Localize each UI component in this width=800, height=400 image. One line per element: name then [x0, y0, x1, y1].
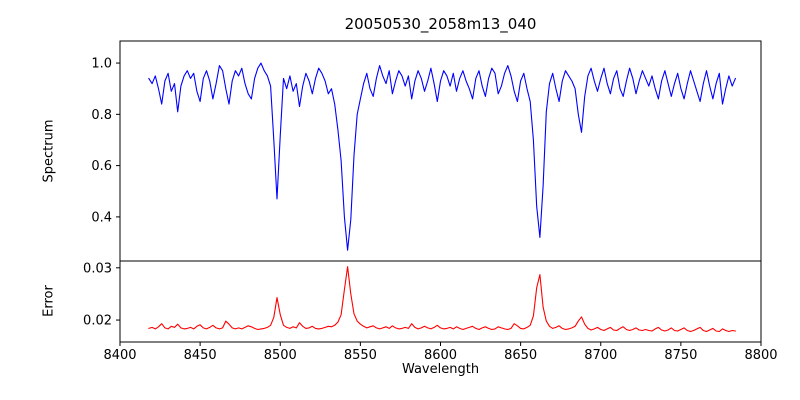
- y-tick-label: 1.0: [91, 57, 112, 72]
- error-line: [148, 266, 736, 333]
- x-tick-label: 8400: [103, 348, 136, 363]
- x-axis-label: Wavelength: [401, 362, 480, 377]
- x-tick-label: 8650: [504, 348, 537, 363]
- x-tick-label: 8800: [744, 348, 777, 363]
- x-tick-label: 8500: [264, 348, 297, 363]
- x-tick-label: 8750: [664, 348, 697, 363]
- y-tick-label: 0.03: [83, 261, 112, 276]
- x-tick-label: 8600: [424, 348, 457, 363]
- y-tick-label: 0.02: [83, 314, 112, 329]
- panel-border: [119, 260, 762, 343]
- y-tick-label: 0.4: [91, 210, 112, 225]
- panel-border: [119, 40, 762, 262]
- y-tick-label: 0.8: [91, 108, 112, 123]
- x-tick-label: 8450: [184, 348, 217, 363]
- spectrum-line: [148, 62, 736, 251]
- x-tick-label: 8700: [584, 348, 617, 363]
- chart-title: 20050530_2058m13_040: [344, 15, 537, 33]
- x-tick-label: 8550: [344, 348, 377, 363]
- y-tick-label: 0.6: [91, 159, 112, 174]
